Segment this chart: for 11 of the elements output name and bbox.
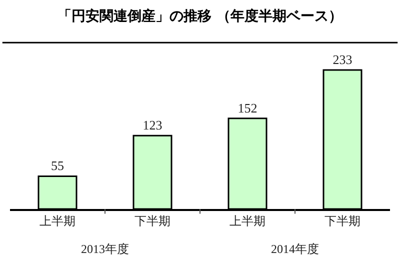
x-tick-label: 上半期 bbox=[230, 214, 266, 228]
x-tick-label: 上半期 bbox=[40, 214, 76, 228]
x-tick-label: 下半期 bbox=[324, 214, 360, 228]
chart-title: 「円安関連倒産」の推移 （年度半期ベース） bbox=[58, 7, 342, 24]
data-label: 123 bbox=[142, 118, 162, 133]
text: 2014年度 bbox=[271, 242, 319, 256]
data-label: 152 bbox=[238, 100, 258, 116]
x-tick-label: 下半期 bbox=[134, 214, 170, 228]
text: 2013年度 bbox=[81, 242, 129, 256]
data-label: 55 bbox=[51, 158, 64, 174]
data-label: 233 bbox=[332, 52, 352, 68]
